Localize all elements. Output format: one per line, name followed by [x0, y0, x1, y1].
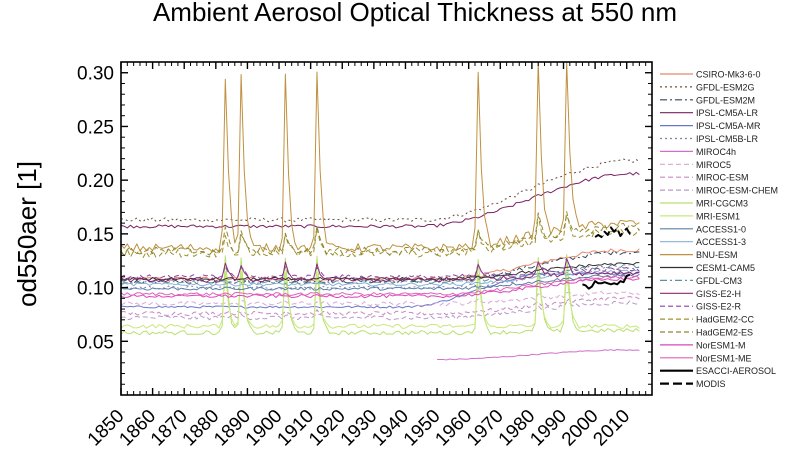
series-line-hadgem2-es [120, 212, 640, 256]
legend-label: GISS-E2-H [696, 289, 741, 299]
chart-title: Ambient Aerosol Optical Thickness at 550… [153, 0, 677, 27]
series-line-miroc-esm [120, 296, 640, 316]
series-line-noresm1-me [120, 275, 640, 297]
legend-label: MIROC5 [696, 160, 731, 170]
legend-label: IPSL-CM5B-LR [696, 134, 759, 144]
series-line-modis [594, 226, 634, 239]
legend-label: MIROC4h [696, 147, 736, 157]
y-axis-label: od550aer [1] [12, 161, 42, 307]
series-line-hadgem2-cc [120, 210, 640, 258]
legend-label: MRI-ESM1 [696, 211, 740, 221]
series-line-ipsl-cm5a-lr [120, 171, 640, 229]
series-line-giss-e2-h [120, 257, 640, 283]
series-line-cesm1-cam5 [120, 262, 640, 282]
series-line-gfdl-esm2g [120, 158, 640, 223]
series-line-csiro-mk3-6-0 [120, 248, 640, 282]
legend-label: CESM1-CAM5 [696, 263, 755, 273]
y-tick-label: 0.30 [77, 64, 114, 85]
series-line-miroc4h [437, 349, 640, 361]
legend-label: GFDL-CM3 [696, 276, 742, 286]
legend-label: IPSL-CM5A-LR [696, 108, 759, 118]
x-tick-label: 2010 [590, 406, 635, 451]
legend-label: MIROC-ESM-CHEM [696, 186, 778, 196]
legend-label: MRI-CGCM3 [696, 199, 748, 209]
legend-label: ACCESS1-0 [696, 224, 746, 234]
legend-label: MIROC-ESM [696, 173, 749, 183]
series-line-miroc5 [120, 291, 640, 307]
series-line-esacci-aerosol [582, 273, 631, 290]
legend-label: NorESM1-M [696, 340, 746, 350]
legend-label: ESACCI-AEROSOL [696, 366, 776, 376]
legend-label: GISS-E2-R [696, 302, 742, 312]
legend-label: IPSL-CM5A-MR [696, 121, 761, 131]
series-layer [120, 61, 640, 361]
series-line-bnu-esm [120, 61, 640, 253]
legend-label: CSIRO-Mk3-6-0 [696, 70, 761, 80]
legend-label: HadGEM2-ES [696, 328, 753, 338]
y-tick-label: 0.15 [77, 225, 114, 246]
series-line-giss-e2-r [120, 259, 640, 280]
series-line-mri-esm1 [120, 271, 640, 329]
y-tick-label: 0.20 [77, 171, 114, 192]
legend-label: GFDL-ESM2G [696, 82, 755, 92]
series-line-miroc-esm-chem [120, 300, 640, 321]
legend-label: BNU-ESM [696, 250, 738, 260]
legend-label: GFDL-ESM2M [696, 95, 755, 105]
y-tick-label: 0.10 [77, 279, 114, 300]
legend-label: HadGEM2-CC [696, 315, 755, 325]
legend-label: ACCESS1-3 [696, 237, 746, 247]
y-axis: 0.05 0.10 0.15 0.20 0.25 0.30 [77, 64, 652, 396]
legend-label: NorESM1-ME [696, 353, 752, 363]
y-tick-label: 0.05 [77, 332, 114, 353]
series-line-mri-cgcm3 [120, 253, 640, 336]
series-line-access1-0 [120, 273, 640, 291]
series-line-noresm1-m [120, 277, 640, 299]
legend-label: MODIS [696, 379, 726, 389]
legend: CSIRO-Mk3-6-0 GFDL-ESM2G GFDL-ESM2M IPSL-CM… [660, 70, 778, 389]
y-tick-label: 0.25 [77, 117, 114, 138]
